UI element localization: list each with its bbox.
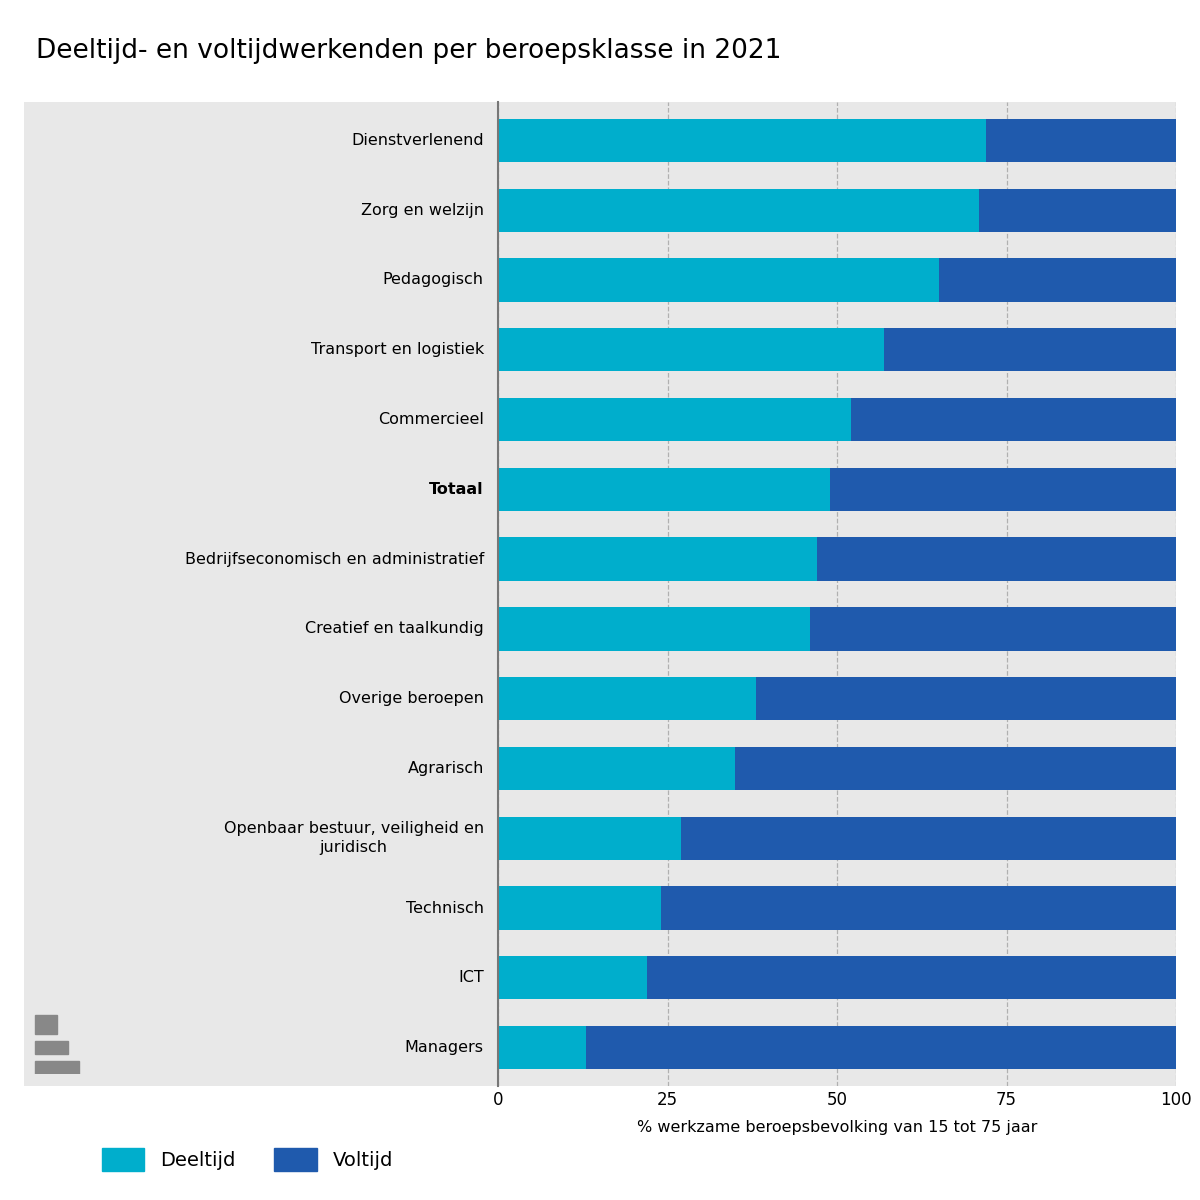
Bar — [830, 468, 1176, 511]
Bar — [498, 468, 830, 511]
Text: Creatief en taalkundig: Creatief en taalkundig — [305, 622, 484, 636]
Text: Technisch: Technisch — [406, 900, 484, 916]
Text: ICT: ICT — [458, 971, 484, 985]
Bar — [498, 817, 682, 860]
Bar — [498, 1026, 586, 1069]
X-axis label: % werkzame beroepsbevolking van 15 tot 75 jaar: % werkzame beroepsbevolking van 15 tot 7… — [637, 1120, 1037, 1135]
Bar — [979, 188, 1176, 232]
Bar — [498, 398, 851, 442]
Text: Pedagogisch: Pedagogisch — [383, 272, 484, 288]
Bar — [586, 1026, 1176, 1069]
Bar — [498, 887, 661, 930]
Bar — [498, 328, 884, 371]
Text: Dienstverlenend: Dienstverlenend — [352, 133, 484, 148]
Text: Openbaar bestuur, veiligheid en
juridisch: Openbaar bestuur, veiligheid en juridisc… — [223, 822, 484, 856]
Bar — [498, 188, 979, 232]
Text: Agrarisch: Agrarisch — [408, 761, 484, 776]
Bar — [647, 956, 1176, 1000]
Text: Overige beroepen: Overige beroepen — [338, 691, 484, 706]
Bar — [36, 1014, 58, 1034]
Bar — [498, 607, 810, 650]
Bar — [36, 1040, 68, 1054]
Bar — [736, 746, 1176, 790]
Bar — [498, 746, 736, 790]
Bar — [498, 538, 817, 581]
Bar — [756, 677, 1176, 720]
Bar — [498, 258, 938, 301]
Text: Zorg en welzijn: Zorg en welzijn — [361, 203, 484, 217]
Bar — [884, 328, 1176, 371]
Bar — [851, 398, 1176, 442]
Bar — [498, 119, 986, 162]
Text: Commercieel: Commercieel — [378, 412, 484, 427]
Text: Totaal: Totaal — [430, 482, 484, 497]
Bar — [682, 817, 1176, 860]
Legend: Deeltijd, Voltijd: Deeltijd, Voltijd — [94, 1140, 401, 1178]
Bar — [810, 607, 1176, 650]
Text: Managers: Managers — [404, 1040, 484, 1055]
Text: Deeltijd- en voltijdwerkenden per beroepsklasse in 2021: Deeltijd- en voltijdwerkenden per beroep… — [36, 38, 781, 65]
Text: Transport en logistiek: Transport en logistiek — [311, 342, 484, 358]
Bar — [938, 258, 1176, 301]
Bar — [661, 887, 1176, 930]
Bar — [986, 119, 1176, 162]
Text: Bedrijfseconomisch en administratief: Bedrijfseconomisch en administratief — [185, 552, 484, 566]
Bar — [498, 677, 756, 720]
Bar — [36, 1061, 79, 1074]
Bar — [817, 538, 1176, 581]
Bar — [498, 956, 647, 1000]
